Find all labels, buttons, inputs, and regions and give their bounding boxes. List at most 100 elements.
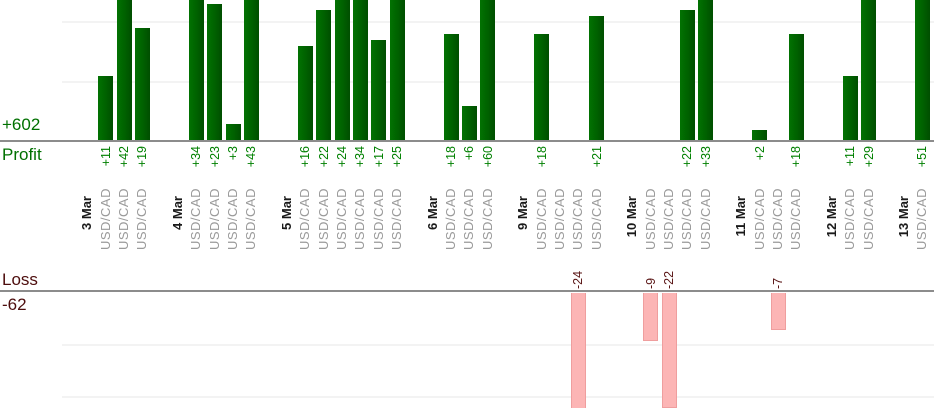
- loss-total-label: -62: [2, 295, 27, 314]
- profit-value-label: +43: [244, 146, 259, 168]
- profit-value-label: +11: [98, 146, 113, 167]
- profit-bar: [243, 0, 259, 142]
- pair-label: USD/CAD: [225, 188, 240, 251]
- pair-label: USD/CAD: [461, 188, 477, 251]
- profit-bar: [225, 124, 241, 142]
- profit-value-label: +60: [480, 146, 495, 168]
- pair-label: USD/CAD: [697, 188, 713, 251]
- profit-bar: [297, 46, 313, 142]
- profit-value-label: +18: [534, 146, 549, 168]
- profit-value-label: +33: [698, 146, 713, 168]
- profit-value-label: +3: [226, 146, 240, 161]
- profit-value-label: +29: [861, 146, 876, 168]
- pair-label: USD/CAD: [206, 188, 222, 251]
- pair-label: USD/CAD: [770, 188, 785, 251]
- loss-value-label: -22: [662, 270, 676, 289]
- profit-value-label: +42: [117, 146, 131, 168]
- profit-value-label: +18: [444, 146, 458, 168]
- pair-label: USD/CAD: [914, 188, 930, 251]
- profit-bar: [914, 0, 930, 142]
- loss-bar: [643, 293, 659, 341]
- pair-label: USD/CAD: [860, 188, 876, 251]
- profit-value-label: +16: [298, 146, 313, 168]
- profit-value-label: +6: [462, 146, 477, 161]
- profit-value-label: +25: [390, 146, 405, 168]
- date-label: 10 Mar: [624, 196, 640, 238]
- pair-label: USD/CAD: [116, 188, 131, 251]
- profit-bar: [461, 106, 477, 142]
- date-label: 13 Mar: [896, 196, 911, 238]
- pair-label: USD/CAD: [679, 188, 695, 251]
- pair-label: USD/CAD: [479, 188, 495, 251]
- pair-label: USD/CAD: [334, 188, 349, 251]
- profit-value-label: +18: [789, 146, 804, 168]
- pair-label: USD/CAD: [352, 188, 368, 251]
- gridline: [62, 396, 934, 398]
- profit-bar: [334, 0, 350, 142]
- profit-chart-area: [0, 0, 934, 142]
- pair-label: USD/CAD: [788, 188, 804, 251]
- loss-bar: [770, 293, 786, 331]
- profit-value-label: +2: [752, 146, 767, 161]
- date-label: 3 Mar: [79, 196, 95, 230]
- date-label: 11 Mar: [733, 196, 749, 237]
- pair-label: USD/CAD: [134, 188, 150, 251]
- pair-label: USD/CAD: [97, 188, 113, 251]
- profit-value-label: +22: [680, 146, 695, 168]
- pair-label: USD/CAD: [315, 188, 331, 251]
- pair-label: USD/CAD: [443, 188, 458, 251]
- date-label: 6 Mar: [424, 196, 440, 230]
- profit-bar: [752, 130, 768, 142]
- profit-bar: [371, 40, 387, 142]
- loss-bar: [570, 293, 586, 408]
- profit-bar: [352, 0, 368, 142]
- profit-value-label: +17: [371, 146, 386, 168]
- profit-value-label: +34: [189, 146, 204, 168]
- profit-bar: [589, 16, 605, 142]
- pair-label: USD/CAD: [533, 188, 549, 251]
- profit-bar: [842, 76, 858, 142]
- loss-value-label: -7: [771, 277, 785, 289]
- profit-bar: [480, 0, 496, 142]
- profit-bar: [534, 34, 550, 142]
- pair-label: USD/CAD: [552, 188, 567, 251]
- profit-bar: [443, 34, 459, 142]
- profit-bar: [861, 0, 877, 142]
- profit-bar: [134, 28, 150, 142]
- profit-axis-title: Profit: [2, 145, 42, 164]
- profit-bar: [389, 0, 405, 142]
- loss-axis-line: [0, 290, 934, 292]
- profit-axis-line: [0, 140, 934, 142]
- pair-label: USD/CAD: [243, 188, 259, 251]
- profit-bar: [679, 10, 695, 142]
- profit-bar: [188, 0, 204, 142]
- pair-label: USD/CAD: [188, 188, 204, 251]
- loss-bar: [661, 293, 677, 408]
- profit-bar: [788, 34, 804, 142]
- profit-value-label: +22: [316, 146, 331, 168]
- date-label: 9 Mar: [515, 196, 531, 230]
- profit-bar: [207, 4, 223, 142]
- gridline: [62, 344, 934, 346]
- pair-label: USD/CAD: [570, 188, 586, 251]
- gridline: [62, 21, 934, 23]
- loss-chart-area: [0, 293, 934, 408]
- profit-total-label: +602: [2, 115, 41, 134]
- pair-label: USD/CAD: [751, 188, 767, 251]
- gridline: [62, 81, 934, 83]
- profit-value-label: +51: [915, 146, 930, 168]
- pair-label: USD/CAD: [297, 188, 313, 251]
- pair-label: USD/CAD: [370, 188, 386, 251]
- profit-bar: [98, 76, 114, 142]
- loss-value-label: -9: [643, 277, 658, 289]
- profit-bar: [316, 10, 332, 142]
- pair-label: USD/CAD: [661, 188, 676, 251]
- profit-value-label: +34: [353, 146, 368, 168]
- profit-bar: [698, 0, 714, 142]
- loss-axis-title: Loss: [2, 270, 38, 289]
- profit-value-label: +11: [843, 146, 858, 167]
- profit-value-label: +21: [589, 146, 604, 168]
- pair-label: USD/CAD: [588, 188, 604, 251]
- date-label: 5 Mar: [278, 196, 294, 230]
- date-label: 12 Mar: [823, 196, 839, 238]
